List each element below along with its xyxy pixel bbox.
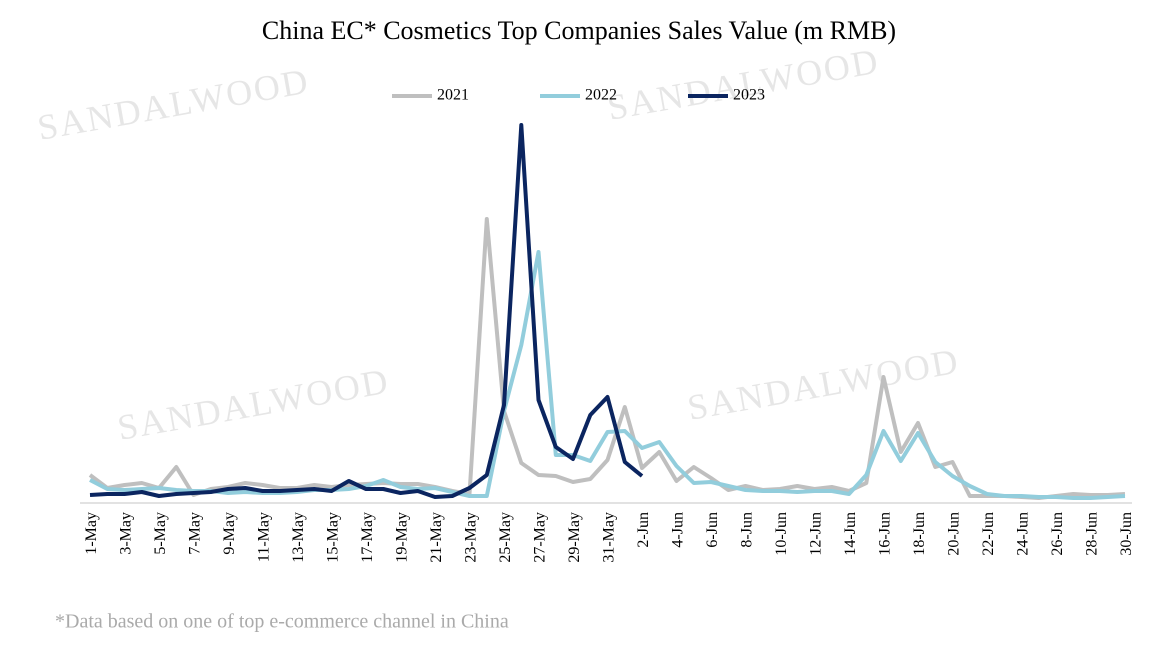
x-tick-label: 4-Jun (670, 512, 687, 548)
x-tick-label: 22-Jun (980, 512, 997, 556)
x-tick-label: 11-May (256, 512, 273, 562)
x-tick-label: 7-May (187, 512, 204, 555)
x-tick-label: 5-May (152, 512, 169, 555)
x-tick-label: 12-Jun (808, 512, 825, 556)
x-tick-label: 21-May (428, 512, 445, 563)
x-tick-label: 2-Jun (635, 512, 652, 548)
x-tick-label: 27-May (532, 512, 549, 563)
watermark: SANDALWOOD (604, 41, 882, 128)
x-tick-label: 24-Jun (1015, 512, 1032, 556)
x-tick-label: 20-Jun (946, 512, 963, 556)
chart-title: China EC* Cosmetics Top Companies Sales … (262, 16, 896, 45)
x-tick-label: 13-May (290, 512, 307, 563)
x-tick-label: 10-Jun (773, 512, 790, 556)
x-tick-label: 6-Jun (704, 512, 721, 548)
x-tick-label: 9-May (221, 512, 238, 555)
x-tick-label: 28-Jun (1084, 512, 1101, 556)
x-tick-label: 14-Jun (842, 512, 859, 556)
x-tick-label: 18-Jun (911, 512, 928, 556)
line-series (88, 217, 1126, 500)
x-tick-label: 30-Jun (1118, 512, 1135, 556)
x-tick-label: 29-May (566, 512, 583, 563)
line-series (89, 123, 644, 499)
x-tick-label: 23-May (463, 512, 480, 563)
legend-label: 2021 (437, 87, 469, 104)
x-tick-label: 31-May (601, 512, 618, 563)
x-tick-label: 26-Jun (1049, 512, 1066, 556)
watermark: SANDALWOOD (34, 61, 312, 148)
x-tick-label: 19-May (394, 512, 411, 563)
x-tick-label: 8-Jun (739, 512, 756, 548)
footnote: *Data based on one of top e-commerce cha… (55, 611, 509, 633)
x-tick-label: 25-May (497, 512, 514, 563)
watermark: SANDALWOOD (114, 361, 392, 448)
x-tick-label: 15-May (325, 512, 342, 563)
x-tick-label: 1-May (83, 512, 100, 555)
watermark: SANDALWOOD (684, 341, 962, 428)
x-tick-label: 16-Jun (877, 512, 894, 556)
x-tick-label: 17-May (359, 512, 376, 563)
x-tick-label: 3-May (118, 512, 135, 555)
legend-label: 2023 (733, 87, 765, 104)
legend-label: 2022 (585, 87, 617, 104)
